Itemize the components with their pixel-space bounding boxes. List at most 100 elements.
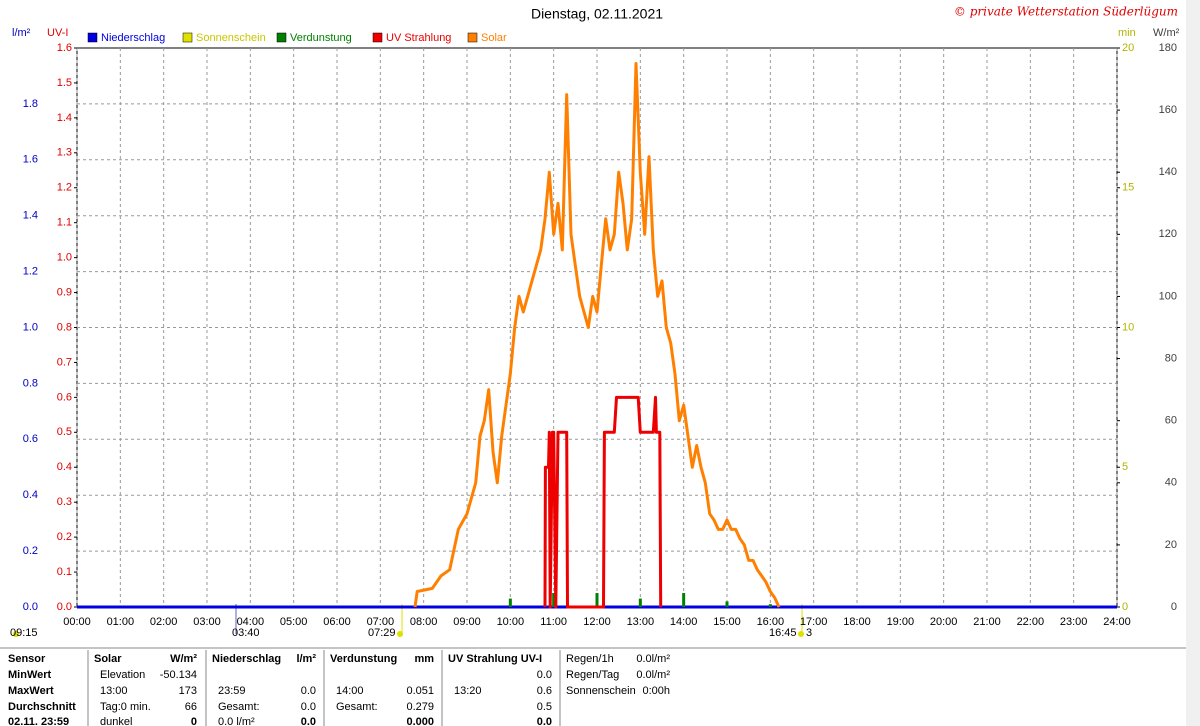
sun-dot [397, 631, 403, 637]
y-tick-label: 0.8 [23, 377, 38, 389]
footer-header: Verdunstung [330, 653, 397, 665]
footer-value: -50.134 [160, 669, 197, 681]
footer-label: 23:59 [218, 685, 246, 697]
y-tick-label: 0.4 [57, 461, 72, 473]
footer-label: dunkel [100, 716, 132, 726]
y-tick-label: 1.4 [23, 210, 38, 222]
x-tick-label: 11:00 [540, 616, 567, 628]
footer-label: Elevation [100, 669, 145, 681]
x-tick-label: 23:00 [1060, 616, 1088, 628]
bar [595, 593, 599, 607]
footer-label: MaxWert [8, 685, 54, 697]
footer-label: 13:00 [100, 685, 128, 697]
bar [552, 593, 556, 607]
footer-value: 0.6 [537, 685, 552, 697]
footer-value: 0:00h [642, 685, 670, 697]
footer-value: 0.0 [301, 685, 316, 697]
y-tick-label: 0 [1171, 601, 1177, 613]
x-tick-label: 08:00 [410, 616, 438, 628]
y-tick-label: 0.7 [57, 356, 72, 368]
footer-unit: W/m² [170, 653, 197, 665]
y-tick-label: 0.6 [23, 433, 38, 445]
y-tick-label: 1.1 [57, 217, 72, 229]
y-tick-label: 0.1 [57, 566, 72, 578]
y-tick-label: 1.2 [57, 182, 72, 194]
x-tick-label: 18:00 [843, 616, 871, 628]
legend-swatch [372, 32, 383, 43]
y-tick-label: 1.0 [23, 321, 38, 333]
x-tick-label: 13:00 [627, 616, 655, 628]
footer-header: Niederschlag [212, 653, 281, 665]
y-tick-label: 1.5 [57, 77, 72, 89]
y-tick-label: 80 [1165, 352, 1177, 364]
y-tick-label: 0.0 [23, 601, 38, 613]
x-tick-label: 21:00 [973, 616, 1001, 628]
y-tick-label: 0.0 [57, 601, 72, 613]
x-tick-label: 09:00 [453, 616, 481, 628]
y-tick-label: 0.9 [57, 286, 72, 298]
y-tick-label: 40 [1165, 477, 1177, 489]
chart-title: Dienstag, 02.11.2021 [531, 6, 663, 22]
footer-label: 13:20 [454, 685, 482, 697]
footer-label: Gesamt: [336, 701, 378, 713]
footer-label: 0.0 l/m² [218, 716, 255, 726]
y-tick-label: 0.3 [57, 496, 72, 508]
footer-value: 0.5 [537, 701, 552, 713]
y-tick-label: 1.0 [57, 252, 72, 264]
x-tick-label: 00:00 [63, 616, 91, 628]
axis-label: W/m² [1153, 27, 1180, 39]
x-tick-label: 04:00 [237, 616, 265, 628]
axis-label: min [1118, 27, 1136, 39]
annotation: 16:45 [769, 627, 797, 639]
footer-header: Solar [94, 653, 122, 665]
y-tick-label: 15 [1122, 182, 1134, 194]
footer-header: Sensor [8, 653, 46, 665]
bar [638, 598, 642, 607]
y-tick-label: 0 [1122, 601, 1128, 613]
axis-label: l/m² [12, 27, 31, 39]
side-strip [1186, 0, 1200, 726]
footer-value: 0.0 [301, 701, 316, 713]
annotation: 09:15 [10, 627, 38, 639]
footer-label: Tag:0 min. [100, 701, 151, 713]
bar [725, 601, 729, 607]
footer-unit: l/m² [296, 653, 316, 665]
y-tick-label: 1.2 [23, 266, 38, 278]
legend-label: Verdunstung [290, 32, 352, 44]
footer-value: 0.0 [537, 716, 552, 726]
y-tick-label: 0.8 [57, 321, 72, 333]
axis-label: UV-I [47, 27, 68, 39]
bar [682, 593, 686, 607]
y-tick-label: 0.5 [57, 426, 72, 438]
legend-swatch [467, 32, 478, 43]
x-tick-label: 16:00 [757, 616, 785, 628]
y-tick-label: 120 [1159, 228, 1177, 240]
footer-value: 173 [179, 685, 197, 697]
x-tick-label: 06:00 [323, 616, 351, 628]
footer-label: Gesamt: [218, 701, 260, 713]
x-tick-label: 24:00 [1103, 616, 1131, 628]
y-tick-label: 180 [1159, 42, 1177, 54]
x-tick-label: 20:00 [930, 616, 958, 628]
y-tick-label: 140 [1159, 166, 1177, 178]
copyright: © private Wetterstation Süderlügum [954, 5, 1178, 19]
y-tick-label: 0.4 [23, 489, 38, 501]
series-line [413, 62, 781, 608]
y-tick-label: 100 [1159, 290, 1177, 302]
legend-swatch [276, 32, 287, 43]
x-tick-label: 10:00 [497, 616, 525, 628]
y-tick-label: 0.6 [57, 391, 72, 403]
x-tick-label: 12:00 [583, 616, 611, 628]
footer-label: 02.11. 23:59 [8, 716, 69, 726]
annotation: 03:40 [232, 627, 260, 639]
x-tick-label: 02:00 [150, 616, 178, 628]
y-tick-label: 1.6 [57, 42, 72, 54]
x-tick-label: 15:00 [713, 616, 741, 628]
y-tick-label: 1.4 [57, 112, 72, 124]
annotation: 3 [806, 627, 812, 639]
x-tick-label: 17:00 [800, 616, 828, 628]
y-tick-label: 20 [1122, 42, 1134, 54]
x-tick-label: 19:00 [887, 616, 915, 628]
legend-swatch [87, 32, 98, 43]
